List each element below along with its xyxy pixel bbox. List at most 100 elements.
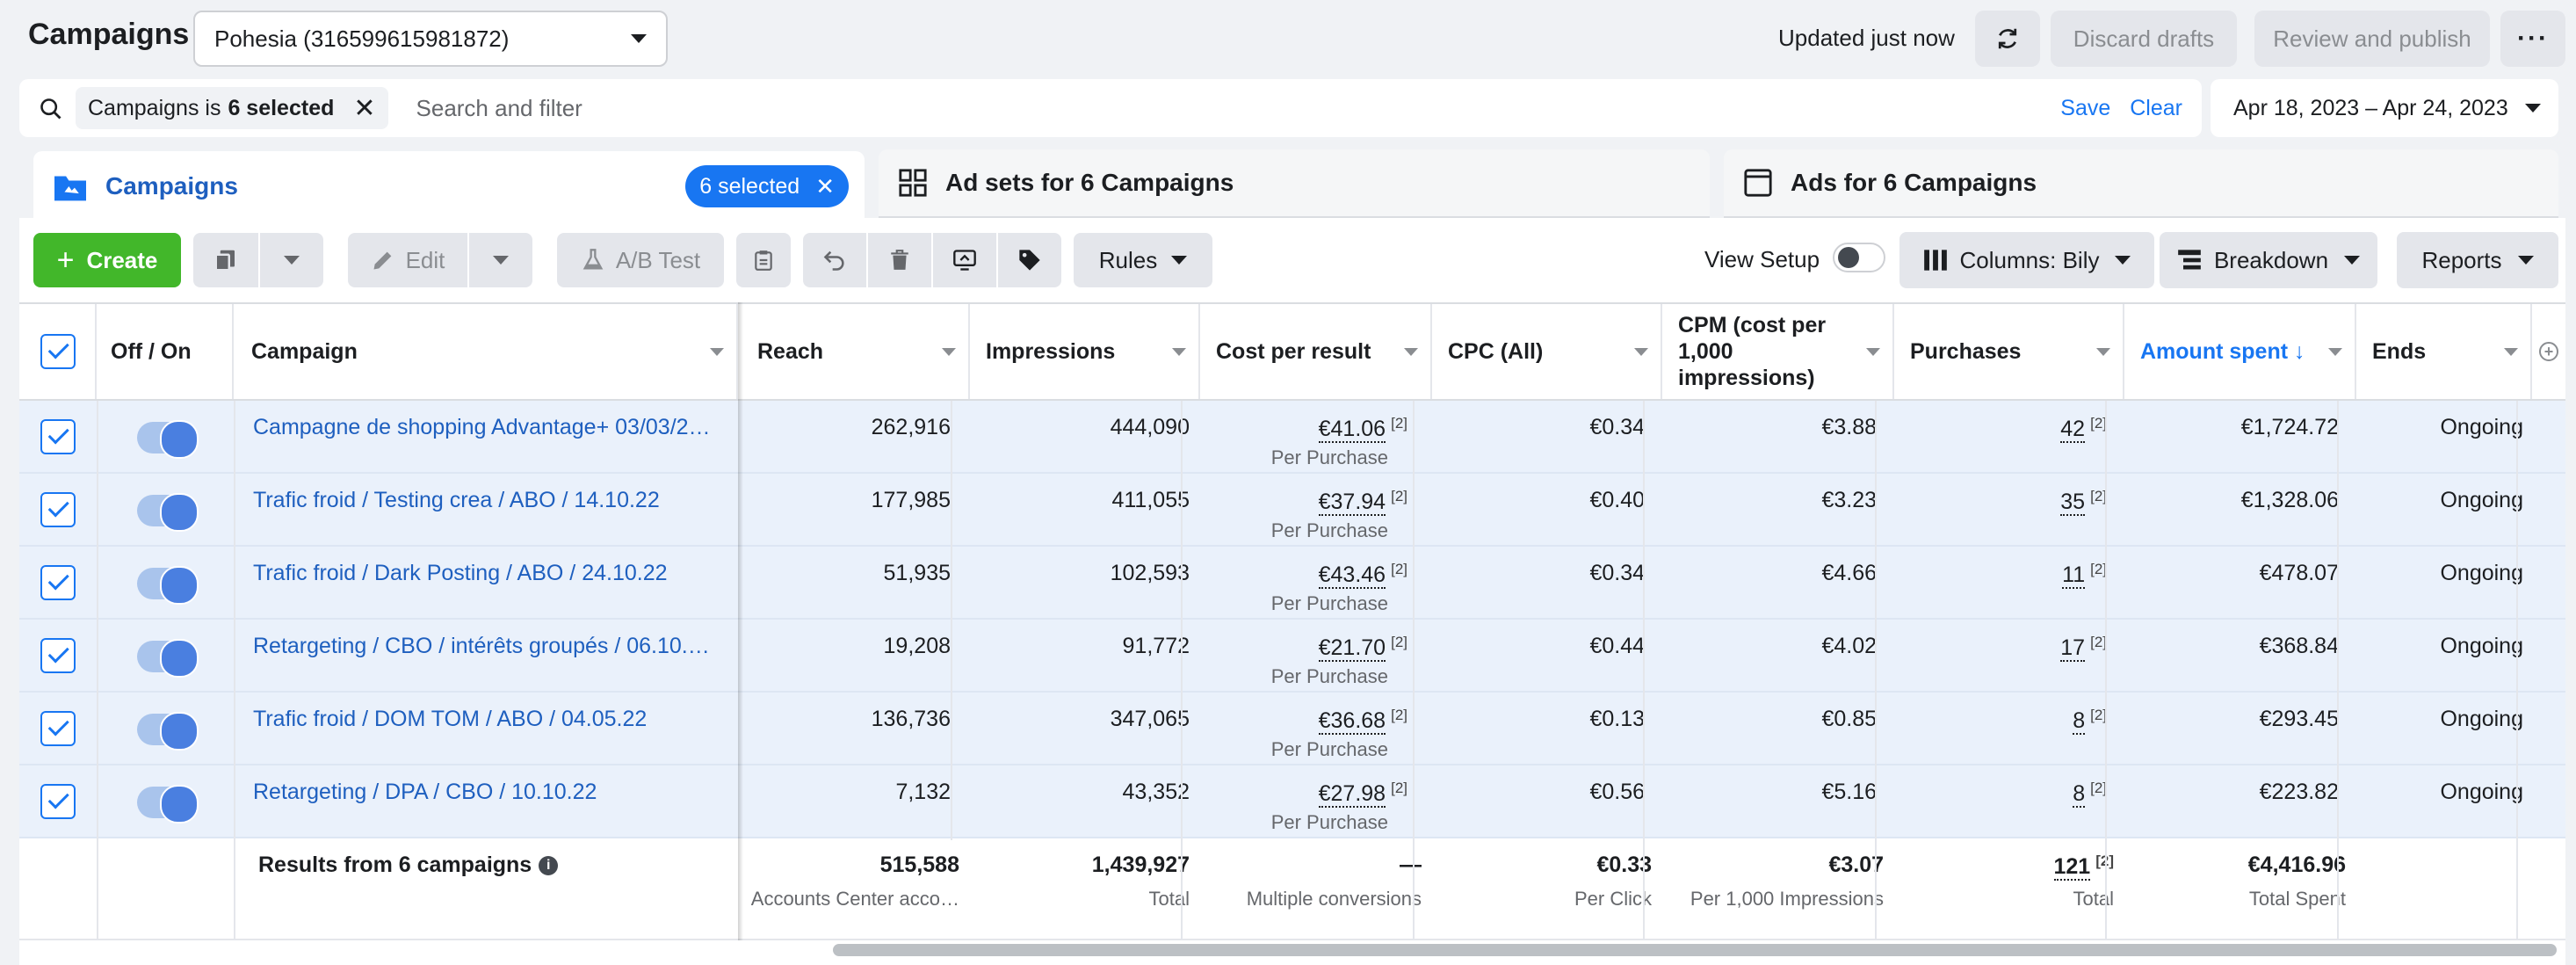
purchases-amount[interactable]: 8 — [2073, 708, 2086, 736]
purchases-amount[interactable]: 42 — [2060, 417, 2086, 444]
cost-per-result-amount[interactable]: €41.06 — [1318, 417, 1386, 444]
undo-button[interactable] — [803, 233, 866, 287]
column-header-amount-spent[interactable]: Amount spent ↓ — [2124, 304, 2356, 399]
purchases-amount[interactable]: 17 — [2060, 635, 2086, 663]
review-publish-button[interactable]: Review and publish — [2254, 11, 2490, 67]
edit-button[interactable]: Edit — [348, 233, 469, 287]
table-row[interactable]: Trafic froid / Dark Posting / ABO / 24.1… — [19, 547, 2565, 620]
column-header-off-on[interactable]: Off / On — [97, 304, 234, 399]
table-row[interactable]: Campagne de shopping Advantage+ 03/03/2…… — [19, 401, 2565, 474]
column-header-cpc[interactable]: CPC (All) — [1432, 304, 1662, 399]
columns-button[interactable]: Columns: Bily — [1899, 232, 2154, 288]
preview-button[interactable] — [933, 233, 996, 287]
more-options-button[interactable]: ··· — [2500, 11, 2565, 67]
column-header-cpm[interactable]: CPM (cost per 1,000 impressions) — [1662, 304, 1894, 399]
sort-caret-icon[interactable] — [2328, 348, 2342, 356]
campaign-status-toggle[interactable] — [137, 639, 199, 678]
row-checkbox[interactable] — [40, 638, 76, 673]
cost-per-result-amount[interactable]: €43.46 — [1318, 562, 1386, 590]
campaign-status-toggle[interactable] — [137, 785, 199, 824]
duplicate-dropdown[interactable] — [260, 233, 323, 287]
campaign-name-link[interactable]: Trafic froid / DOM TOM / ABO / 04.05.22 — [253, 707, 648, 731]
selected-count-badge[interactable]: 6 selected ✕ — [685, 165, 849, 207]
discard-drafts-button[interactable]: Discard drafts — [2051, 11, 2237, 67]
purchases-amount[interactable]: 11 — [2062, 562, 2086, 590]
info-icon[interactable]: i — [539, 856, 559, 876]
chevron-down-icon — [284, 256, 300, 265]
row-checkbox[interactable] — [40, 492, 76, 527]
duplicate-button[interactable] — [193, 233, 260, 287]
clipboard-button[interactable] — [736, 233, 791, 287]
sort-caret-icon[interactable] — [1172, 348, 1186, 356]
table-row[interactable]: Trafic froid / DOM TOM / ABO / 04.05.22 1… — [19, 693, 2565, 765]
date-range-picker[interactable]: Apr 18, 2023 – Apr 24, 2023 — [2211, 79, 2558, 137]
sort-caret-icon[interactable] — [1866, 348, 1880, 356]
sort-caret-icon[interactable] — [1404, 348, 1418, 356]
column-header-cost-per-result[interactable]: Cost per result — [1200, 304, 1432, 399]
save-filter-link[interactable]: Save — [2060, 95, 2111, 120]
campaign-name-link[interactable]: Campagne de shopping Advantage+ 03/03/2… — [253, 415, 711, 439]
cost-per-result-amount[interactable]: €36.68 — [1318, 708, 1386, 736]
account-selector[interactable]: Pohesia (316599615981872) — [193, 11, 668, 67]
campaign-name-link[interactable]: Retargeting / DPA / CBO / 10.10.22 — [253, 780, 597, 804]
sort-caret-icon[interactable] — [942, 348, 956, 356]
column-header-reach[interactable]: Reach — [738, 304, 970, 399]
sort-caret-icon[interactable] — [2096, 348, 2110, 356]
row-checkbox[interactable] — [40, 565, 76, 600]
tab-ad-sets[interactable]: Ad sets for 6 Campaigns — [879, 149, 1710, 218]
view-setup-toggle[interactable] — [1833, 243, 1885, 272]
row-checkbox[interactable] — [40, 784, 76, 819]
sort-caret-icon[interactable] — [1634, 348, 1648, 356]
view-setup-label: View Setup — [1704, 246, 1820, 272]
cost-per-result-amount[interactable]: €37.94 — [1318, 490, 1386, 517]
total-amount-spent: €4,416.96 — [2247, 853, 2346, 877]
tab-campaigns[interactable]: Campaigns 6 selected ✕ — [33, 151, 865, 221]
campaign-name-link[interactable]: Retargeting / CBO / intérêts groupés / 0… — [253, 634, 710, 658]
column-header-impressions[interactable]: Impressions — [970, 304, 1200, 399]
campaign-status-toggle[interactable] — [137, 493, 199, 532]
cost-per-result-amount[interactable]: €21.70 — [1318, 635, 1386, 663]
sort-caret-icon[interactable] — [710, 348, 724, 356]
campaign-status-toggle[interactable] — [137, 712, 199, 751]
cost-per-result-amount[interactable]: €27.98 — [1318, 781, 1386, 809]
filter-chip[interactable]: Campaigns is 6 selected ✕ — [76, 87, 388, 129]
table-row[interactable]: Trafic froid / Testing crea / ABO / 14.1… — [19, 474, 2565, 547]
select-all-checkbox[interactable] — [40, 334, 76, 369]
select-all-cell — [19, 304, 97, 399]
ad-window-icon — [1744, 169, 1772, 197]
row-checkbox[interactable] — [40, 419, 76, 454]
campaign-name-link[interactable]: Trafic froid / Testing crea / ABO / 14.1… — [253, 488, 660, 512]
tag-button[interactable] — [998, 233, 1061, 287]
reports-button[interactable]: Reports — [2397, 232, 2558, 288]
add-column-button[interactable]: + — [2532, 304, 2565, 399]
delete-button[interactable] — [868, 233, 931, 287]
purchases-amount[interactable]: 8 — [2073, 781, 2086, 809]
total-purchases-value[interactable]: 121 — [2053, 854, 2091, 882]
close-icon[interactable]: ✕ — [353, 93, 376, 123]
search-input[interactable]: Search and filter — [416, 94, 582, 121]
clear-filter-link[interactable]: Clear — [2130, 95, 2182, 120]
tab-ads[interactable]: Ads for 6 Campaigns — [1724, 149, 2558, 218]
reach-value: 262,916 — [871, 415, 951, 439]
campaign-status-toggle[interactable] — [137, 566, 199, 605]
column-header-ends[interactable]: Ends — [2356, 304, 2532, 399]
rules-button[interactable]: Rules — [1074, 233, 1212, 287]
sort-caret-icon[interactable] — [2504, 348, 2518, 356]
close-icon[interactable]: ✕ — [815, 172, 835, 200]
ab-test-button[interactable]: A/B Test — [557, 233, 724, 287]
horizontal-scrollbar[interactable] — [833, 944, 2557, 956]
edit-dropdown[interactable] — [469, 233, 532, 287]
purchases-amount[interactable]: 35 — [2060, 490, 2086, 517]
row-checkbox[interactable] — [40, 711, 76, 746]
create-button[interactable]: + Create — [33, 233, 181, 287]
refresh-button[interactable] — [1975, 11, 2040, 67]
table-row[interactable]: Retargeting / CBO / intérêts groupés / 0… — [19, 620, 2565, 693]
table-row[interactable]: Retargeting / DPA / CBO / 10.10.22 7,132 4… — [19, 765, 2565, 838]
total-cost-per-result: — — [1400, 853, 1422, 877]
column-header-purchases[interactable]: Purchases — [1894, 304, 2124, 399]
breakdown-button[interactable]: Breakdown — [2160, 232, 2377, 288]
cpm-value: €4.66 — [1821, 561, 1877, 585]
campaign-name-link[interactable]: Trafic froid / Dark Posting / ABO / 24.1… — [253, 561, 668, 585]
column-header-campaign[interactable]: Campaign — [234, 304, 738, 399]
campaign-status-toggle[interactable] — [137, 420, 199, 459]
